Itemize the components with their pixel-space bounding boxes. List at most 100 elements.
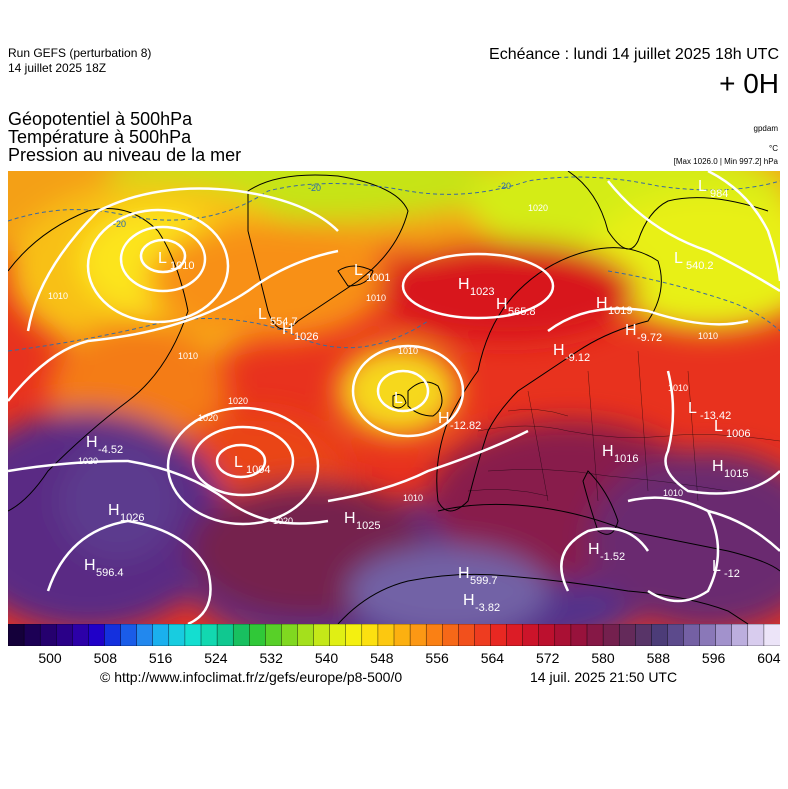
svg-text:1023: 1023 [470, 286, 494, 298]
isobar-label: 1010 [398, 346, 418, 356]
svg-text:H: H [712, 458, 724, 475]
svg-text:1025: 1025 [356, 520, 380, 532]
isobar-label: 1010 [663, 488, 683, 498]
svg-text:H: H [602, 443, 614, 460]
colorbar-swatch [635, 624, 653, 646]
colorbar-swatch [361, 624, 379, 646]
svg-text:-13.42: -13.42 [700, 410, 731, 422]
colorbar-swatch [506, 624, 524, 646]
isobar-label: 1010 [366, 293, 386, 303]
isobar-label: 1010 [698, 331, 718, 341]
colorbar-swatch [88, 624, 106, 646]
colorbar-swatch [425, 624, 443, 646]
unit-pressure-range: [Max 1026.0 | Min 997.2] hPa [673, 157, 778, 166]
colorbar-swatch [618, 624, 636, 646]
colorbar-tick-label: 500 [38, 650, 62, 666]
high-marker: H 1026 [282, 321, 318, 343]
colorbar-tick-label: 548 [370, 650, 394, 666]
high-marker: H 599.7 [458, 565, 498, 587]
colorbar-swatch [393, 624, 411, 646]
isobar-label: 1010 [668, 383, 688, 393]
colorbar-swatch [377, 624, 395, 646]
colorbar-swatch [699, 624, 717, 646]
high-marker: H -9.12 [553, 342, 590, 364]
svg-text:L: L [234, 454, 243, 471]
colorbar-swatch [329, 624, 347, 646]
colorbar-tick-label: 516 [148, 650, 173, 666]
isotherm-label: -20 [498, 181, 511, 191]
high-marker: H 596.4 [84, 557, 124, 579]
svg-text:H: H [625, 322, 637, 339]
svg-text:L: L [698, 178, 707, 195]
unit-geopotential: gpdam [753, 124, 778, 133]
colorbar-swatch [490, 624, 508, 646]
colorbar-swatch [39, 624, 57, 646]
forecast-offset: + 0H [719, 68, 779, 99]
low-marker: L 554.7 [258, 306, 298, 328]
svg-text:H: H [344, 510, 356, 527]
colorbar-swatch [522, 624, 540, 646]
colorbar-tick-label: 604 [757, 650, 781, 666]
svg-text:596.4: 596.4 [96, 567, 124, 579]
svg-text:L: L [714, 418, 723, 435]
high-marker: H -9.72 [625, 322, 662, 344]
svg-text:H: H [458, 565, 470, 582]
low-marker: L -13.42 [688, 400, 731, 422]
colorbar-swatch [409, 624, 427, 646]
map-titles: Géopotentiel à 500hPa Température à 500h… [8, 110, 241, 164]
svg-text:1026: 1026 [120, 512, 144, 524]
colorbar-swatch [265, 624, 283, 646]
run-name: Run GEFS (perturbation 8) [8, 46, 152, 60]
svg-text:-12: -12 [724, 568, 740, 580]
svg-text:-1.52: -1.52 [600, 551, 625, 563]
svg-text:1004: 1004 [246, 464, 270, 476]
colorbar-swatch [313, 624, 331, 646]
colorbar-swatch [538, 624, 556, 646]
low-marker: L 1004 [234, 454, 270, 476]
title-pressure: Pression au niveau de la mer [8, 145, 242, 165]
isobars [8, 171, 780, 624]
svg-text:1015: 1015 [724, 468, 748, 480]
svg-text:H: H [496, 296, 508, 313]
svg-text:H: H [84, 557, 96, 574]
isotherm-label: -20 [113, 219, 126, 229]
unit-temperature: °C [769, 144, 778, 153]
svg-text:-4.52: -4.52 [98, 444, 123, 456]
colorbar-swatch [120, 624, 138, 646]
isobar-label: 1020 [228, 396, 248, 406]
colorbar-swatch [249, 624, 267, 646]
colorbar-tick-label: 580 [591, 650, 615, 666]
low-marker: L [394, 390, 403, 407]
title-geopotential: Géopotentiel à 500hPa [8, 109, 193, 129]
high-marker: H 565.8 [496, 296, 536, 318]
high-marker: H 1019 [596, 295, 632, 317]
geopotential-colorbar [8, 624, 780, 646]
svg-text:H: H [553, 342, 565, 359]
colorbar-swatch [731, 624, 749, 646]
isobar-label: 1010 [403, 493, 423, 503]
svg-text:-3.82: -3.82 [475, 602, 500, 614]
high-marker: H 1026 [108, 502, 144, 524]
isotherm-labels: -20 -20 -20 [113, 181, 511, 229]
weather-map[interactable]: 1010 1020 1010 1020 1010 1020 1020 1010 … [8, 171, 780, 624]
colorbar-swatch [23, 624, 41, 646]
svg-text:L: L [258, 306, 267, 323]
colorbar-swatch [184, 624, 202, 646]
svg-text:1006: 1006 [726, 428, 750, 440]
colorbar-tick-label: 540 [314, 650, 339, 666]
svg-text:L: L [394, 390, 403, 407]
colorbar-swatch [104, 624, 122, 646]
colorbar-swatch [554, 624, 572, 646]
colorbar-swatch [715, 624, 733, 646]
colorbar-swatch [232, 624, 250, 646]
source-url[interactable]: © http://www.infoclimat.fr/z/gefs/europe… [100, 669, 403, 685]
colorbar-ticks: 500 508 516 524 532 540 548 556 564 572 580 588 596 6… [8, 650, 780, 666]
high-marker: H 1025 [344, 510, 380, 532]
colorbar-swatch [136, 624, 154, 646]
svg-text:H: H [588, 541, 600, 558]
colorbar-swatch [442, 624, 460, 646]
colorbar-swatch [216, 624, 234, 646]
colorbar-swatch [458, 624, 476, 646]
colorbar-tick-label: 524 [204, 650, 228, 666]
colorbar-tick-label: 532 [259, 650, 283, 666]
